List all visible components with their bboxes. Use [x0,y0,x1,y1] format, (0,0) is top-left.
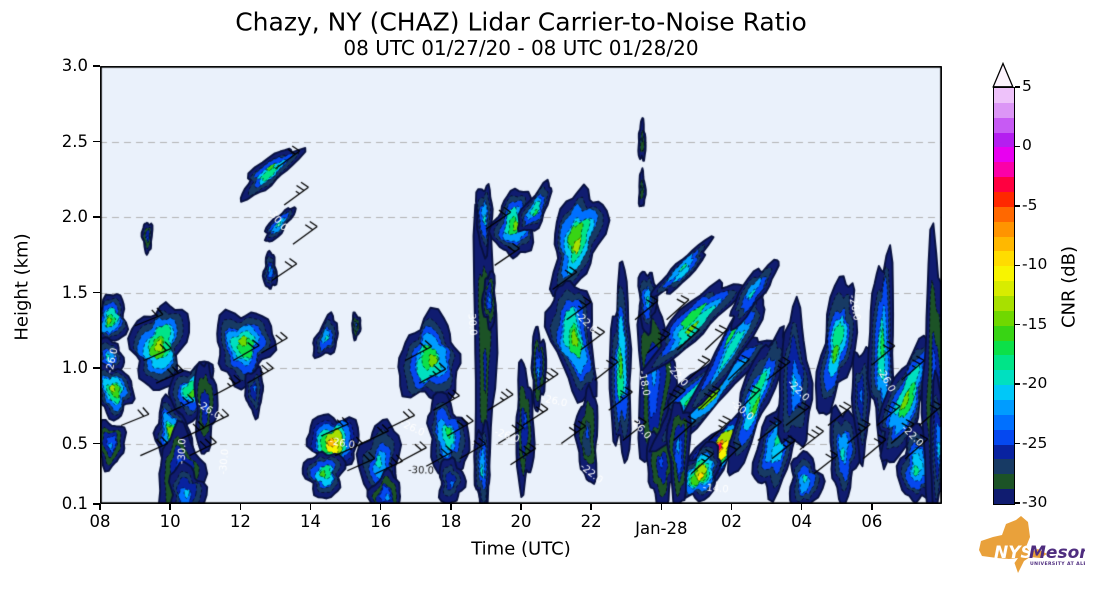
colorbar-segment [994,102,1014,118]
colorbar-segment [994,429,1014,445]
y-tick-label: 1.5 [61,282,88,302]
x-tick-label: 16 [370,512,392,531]
cnr-contour-plot [100,66,942,504]
colorbar-tick-mark [1014,86,1020,88]
colorbar-segment [994,414,1014,430]
colorbar-segment [994,251,1014,267]
colorbar-segment [994,310,1014,326]
colorbar-segment [994,296,1014,311]
x-tick-mark [520,504,522,510]
colorbar-segment [994,177,1014,193]
colorbar-segment [994,385,1014,401]
ny-state-shape [979,516,1047,573]
colorbar-tick-mark [1014,264,1020,266]
colorbar-tick-label: -30 [1022,493,1048,511]
x-tick-mark [99,504,101,510]
x-tick-mark [379,504,382,510]
colorbar-segment [994,370,1014,386]
y-tick-mark [93,65,100,67]
x-tick-label: 14 [300,512,321,531]
y-tick-label: 2.5 [61,131,88,151]
colorbar-tick-label: -25 [1022,433,1048,452]
colorbar-segment [994,206,1014,222]
colorbar-tick-mark [1014,502,1020,504]
x-tick-mark [800,504,803,510]
colorbar-tick-label: -15 [1022,314,1048,333]
colorbar-segment [994,325,1014,341]
x-tick-mark [730,504,733,510]
y-tick-label: 3.0 [61,56,88,75]
y-tick-label: 1.0 [61,358,88,378]
colorbar-segment [994,459,1014,475]
y-tick-mark [93,367,100,369]
x-tick-label: 22 [580,512,602,531]
nys-state-icon: NYS Mesonet UNIVERSITY AT ALBANY [979,516,1093,573]
colorbar-segment [994,266,1014,282]
nys-mesonet-logo: NYS Mesonet UNIVERSITY AT ALBANY [973,514,1093,578]
x-tick-mark [660,504,663,510]
colorbar-tick-label: 5 [1022,77,1032,95]
x-tick-label: 12 [229,512,251,531]
colorbar-tick-label: -5 [1022,195,1038,214]
colorbar-tick-mark [1014,324,1020,326]
colorbar-tick-mark [1014,383,1020,385]
y-tick-mark [93,140,100,143]
colorbar-label: CNR (dB) [1058,245,1080,329]
y-tick-label: 0.5 [61,433,88,453]
colorbar-segment [994,400,1014,415]
colorbar-tick-label: 0 [1022,136,1032,155]
x-tick-label: 20 [510,512,532,531]
colorbar-segment [994,88,1014,103]
colorbar-segment [994,281,1014,297]
colorbar-tick-label: -10 [1022,255,1048,274]
x-tick-label: 08 [89,512,111,531]
chart-subtitle: 08 UTC 01/27/20 - 08 UTC 01/28/20 [343,36,699,60]
logo-mesonet-text: Mesonet [1029,543,1085,563]
x-tick-label: Jan-28 [635,519,688,538]
colorbar-segment [994,489,1014,505]
y-tick-mark [93,291,100,294]
x-tick-mark [590,504,592,510]
colorbar-segment [994,147,1014,163]
colorbar-segment [994,221,1014,237]
colorbar-segment [994,192,1014,207]
x-tick-label: 06 [861,512,883,531]
x-tick-label: 04 [791,512,813,531]
y-axis-label: Height (km) [11,233,33,341]
colorbar-segment [994,355,1014,371]
colorbar-tick-mark [1014,205,1020,207]
colorbar-tick-mark [1014,145,1020,148]
y-tick-mark [93,216,100,218]
y-tick-mark [93,442,100,445]
x-tick-label: 10 [159,512,181,531]
logo-subtext: UNIVERSITY AT ALBANY [1030,561,1085,567]
colorbar-segment [994,340,1014,356]
y-tick-mark [93,503,100,505]
colorbar-segment [994,162,1014,178]
logo-nys-text: NYS [994,543,1033,563]
colorbar-tick-mark [1014,442,1020,445]
colorbar-segment [994,117,1014,133]
x-tick-label: 02 [721,512,742,531]
colorbar [993,87,1015,505]
y-tick-label: 2.0 [61,207,88,227]
colorbar-arrow-shape [992,62,1014,88]
colorbar-segment [994,236,1014,252]
colorbar-over-arrow [992,62,1014,88]
colorbar-tick-label: -20 [1022,374,1048,393]
x-tick-mark [239,504,242,510]
y-tick-label: 0.1 [61,494,88,513]
colorbar-segment [994,132,1014,148]
x-axis-label: Time (UTC) [471,538,571,560]
x-tick-mark [450,504,452,510]
colorbar-segment [994,444,1014,460]
x-tick-mark [309,504,312,510]
x-tick-mark [169,504,171,510]
x-tick-label: 18 [440,512,462,531]
colorbar-segment [994,474,1014,490]
x-tick-mark [871,504,873,510]
page-title: Chazy, NY (CHAZ) Lidar Carrier-to-Noise … [235,7,807,37]
